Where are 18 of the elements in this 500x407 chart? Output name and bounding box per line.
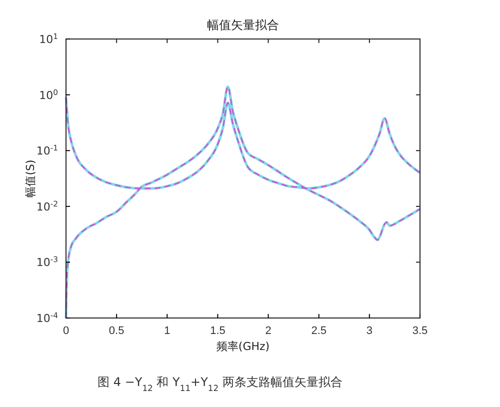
x-tick-label: 3 (366, 324, 372, 337)
x-axis-title: 频率(GHz) (216, 340, 270, 353)
y-tick-label: 10$^{-4}$ (36, 310, 58, 325)
caption: 图 4 −Y$_{12}$ 和 Y$_{11}$+Y$_{12}$ 两条支路幅值矢量拟合 (98, 375, 342, 393)
y-tick-label: 10$^{1}$ (39, 32, 58, 46)
y-axis-title: 幅值(S) (24, 160, 37, 198)
chart-title: 幅值矢量拟合 (207, 18, 279, 32)
x-tick-label: 0.5 (108, 324, 124, 337)
y-tick-label: 10$^{-1}$ (36, 143, 58, 158)
x-tick-label: 1 (164, 324, 170, 337)
x-tick-label: 1.5 (210, 324, 226, 337)
x-tick-label: 2 (265, 324, 272, 337)
x-tick-label: 3.5 (412, 324, 428, 337)
y-tick-label: 10$^{-3}$ (36, 254, 58, 270)
y-tick-label: 10$^{-2}$ (36, 198, 58, 214)
y-tick-label: 10$^{0}$ (39, 87, 58, 102)
x-tick-label: 0 (62, 324, 70, 337)
x-tick-label: 2.5 (311, 324, 327, 337)
